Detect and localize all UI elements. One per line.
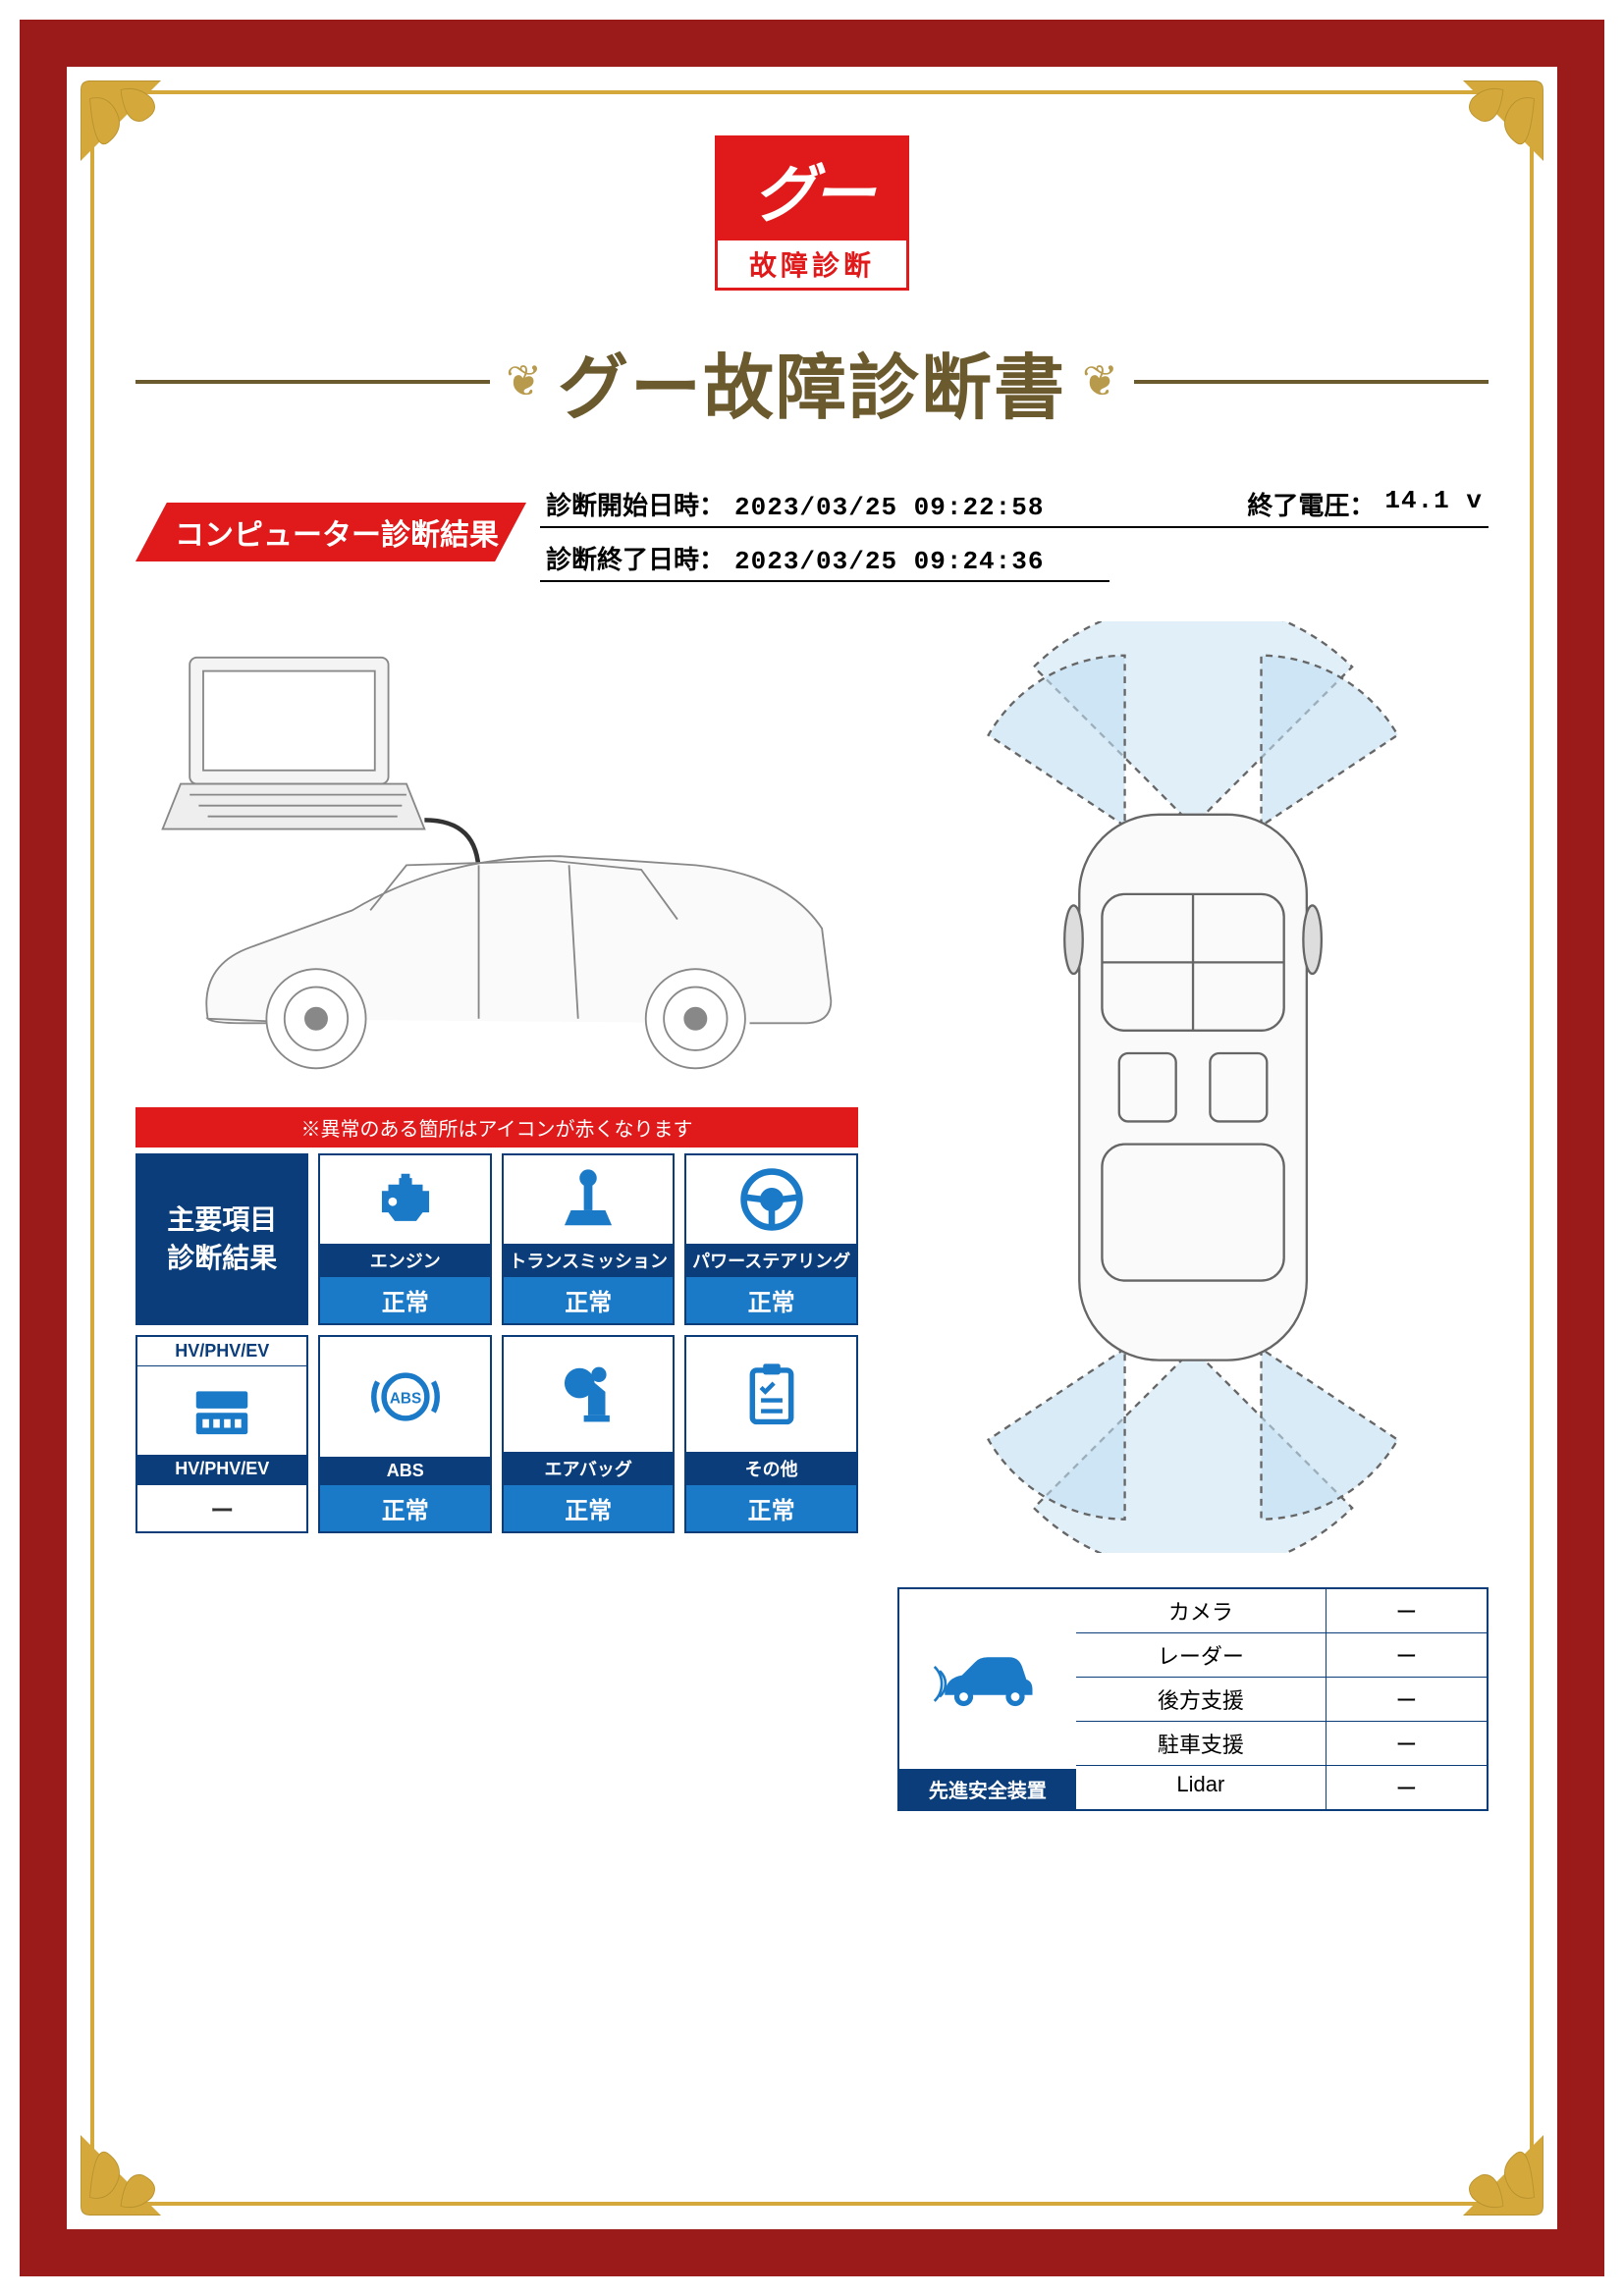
safety-item-name: 後方支援 — [1076, 1678, 1326, 1721]
item-status: 正常 — [504, 1277, 673, 1323]
safety-row: 駐車支援ー — [1076, 1722, 1487, 1766]
item-status: 正常 — [686, 1485, 855, 1531]
brand-logo: グー 故障診断 — [135, 135, 1489, 291]
safety-row: Lidarー — [1076, 1766, 1487, 1809]
engine-icon — [320, 1155, 489, 1244]
item-abs: ABS ABS 正常 — [318, 1335, 491, 1533]
item-status: 正常 — [320, 1485, 489, 1531]
safety-item-name: Lidar — [1076, 1766, 1326, 1809]
transmission-icon — [504, 1155, 673, 1244]
safety-item-value: ー — [1326, 1766, 1487, 1809]
item-airbag: エアバッグ 正常 — [502, 1335, 675, 1533]
item-label: トランスミッション — [504, 1244, 673, 1277]
safety-table: 先進安全装置 カメラーレーダーー後方支援ー駐車支援ーLidarー — [897, 1587, 1489, 1811]
safety-row: 後方支援ー — [1076, 1678, 1487, 1722]
logo-top-text: グー — [718, 138, 906, 240]
safety-item-name: レーダー — [1076, 1633, 1326, 1677]
safety-row: レーダーー — [1076, 1633, 1487, 1678]
item-label: エンジン — [320, 1244, 489, 1277]
section-heading: コンピューター診断結果 — [135, 503, 526, 561]
page: グー 故障診断 ❦ グー故障診断書 ❦ コンピューター診断結果 診断開始日時： … — [67, 67, 1557, 2229]
airbag-icon — [504, 1337, 673, 1452]
item-status: 正常 — [504, 1485, 673, 1531]
flourish-icon: ❦ — [1082, 356, 1118, 406]
end-value: 2023/03/25 09:24:36 — [734, 547, 1044, 576]
safety-car-icon — [899, 1589, 1076, 1769]
car-side-diagram — [135, 621, 858, 1073]
item-other: その他 正常 — [684, 1335, 857, 1533]
item-hv: HV/PHV/EV HV/PHV/EV ー — [135, 1335, 308, 1533]
page-title: グー故障診断書 — [558, 330, 1066, 433]
safety-row: カメラー — [1076, 1589, 1487, 1633]
safety-item-value: ー — [1326, 1633, 1487, 1677]
safety-item-value: ー — [1326, 1589, 1487, 1632]
start-label: 診断開始日時： — [546, 486, 725, 522]
item-status: 正常 — [686, 1277, 855, 1323]
item-label: HV/PHV/EV — [137, 1455, 306, 1483]
safety-item-name: カメラ — [1076, 1589, 1326, 1632]
end-label: 診断終了日時： — [546, 540, 725, 576]
grid-header: 主要項目 診断結果 — [135, 1153, 308, 1325]
item-status: 正常 — [320, 1277, 489, 1323]
flourish-icon: ❦ — [506, 356, 542, 406]
voltage-value: 14.1 v — [1384, 486, 1483, 522]
item-steering: パワーステアリング 正常 — [684, 1153, 857, 1325]
item-label: エアバッグ — [504, 1452, 673, 1485]
svg-text:ABS: ABS — [390, 1391, 421, 1408]
page-title-row: ❦ グー故障診断書 ❦ — [135, 330, 1489, 433]
start-value: 2023/03/25 09:22:58 — [734, 493, 1044, 522]
safety-item-value: ー — [1326, 1678, 1487, 1721]
clipboard-icon — [686, 1337, 855, 1452]
car-top-sensor-diagram — [897, 621, 1489, 1553]
hv-icon — [137, 1366, 306, 1455]
safety-caption: 先進安全装置 — [899, 1769, 1076, 1809]
steering-icon — [686, 1155, 855, 1244]
item-label: ABS — [320, 1457, 489, 1485]
warning-text: ※異常のある箇所はアイコンが赤くなります — [135, 1107, 858, 1148]
meta-start-row: 診断開始日時： 2023/03/25 09:22:58 終了電圧： 14.1 v — [540, 482, 1489, 528]
safety-item-value: ー — [1326, 1722, 1487, 1765]
meta-end-row: 診断終了日時： 2023/03/25 09:24:36 — [540, 536, 1110, 582]
item-label: その他 — [686, 1452, 855, 1485]
safety-item-name: 駐車支援 — [1076, 1722, 1326, 1765]
abs-icon: ABS — [320, 1337, 489, 1457]
item-transmission: トランスミッション 正常 — [502, 1153, 675, 1325]
hv-top-label: HV/PHV/EV — [137, 1337, 306, 1366]
voltage-label: 終了電圧： — [1247, 486, 1375, 522]
logo-bottom-text: 故障診断 — [718, 240, 906, 288]
item-label: パワーステアリング — [686, 1244, 855, 1277]
certificate-frame: グー 故障診断 ❦ グー故障診断書 ❦ コンピューター診断結果 診断開始日時： … — [20, 20, 1604, 2276]
item-status: ー — [137, 1483, 306, 1531]
item-engine: エンジン 正常 — [318, 1153, 491, 1325]
